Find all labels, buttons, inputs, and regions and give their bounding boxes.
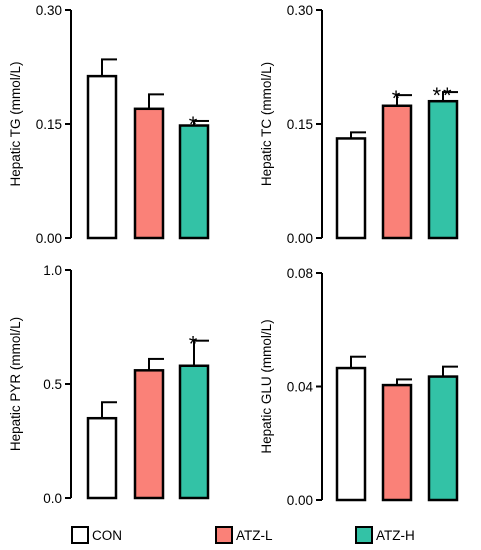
y-tick-label: 0.30 [36, 3, 62, 18]
y-tick-label: 0.00 [287, 231, 313, 246]
bar-atz-h [427, 375, 459, 502]
y-tick-label: 0.15 [36, 117, 62, 132]
bar-con [335, 137, 367, 240]
y-axis-label: Hepatic GLU (mmol/L) [259, 319, 274, 453]
chart-panel-4: 0.00 0.04 0.08 Hepatic GLU (mmol/L) [259, 266, 459, 508]
bar-atz-l [381, 104, 413, 240]
y-tick-label: 0.5 [43, 377, 62, 392]
bar-atz-l [381, 383, 413, 502]
y-axis-label: Hepatic TC (mmol/L) [259, 62, 274, 186]
legend-swatch [71, 526, 89, 544]
y-tick-label: 0.04 [287, 380, 314, 395]
legend-label: CON [92, 528, 122, 543]
y-tick-label: 0.00 [287, 493, 313, 508]
y-tick-label: 1.0 [43, 263, 62, 278]
bar-atz-l [133, 107, 165, 240]
significance-marker: * [392, 86, 403, 111]
bar-con [86, 416, 118, 500]
legend-swatch [215, 526, 233, 544]
bar-atz-l [133, 369, 165, 500]
legend-item-con: CON [71, 526, 122, 544]
significance-marker: * [189, 332, 200, 357]
chart-panel-3: 0.0 0.5 1.0 Hepatic PYR (mmol/L) * [8, 263, 210, 506]
y-tick-label: 0.00 [36, 231, 62, 246]
y-tick-label: 0.08 [287, 266, 313, 281]
legend: CON ATZ-L ATZ-H [71, 526, 415, 544]
legend-item-atz-h: ATZ-H [355, 526, 415, 544]
bar-con [86, 74, 118, 240]
bar-atz-h [178, 124, 210, 240]
y-axis-label: Hepatic TG (mmol/L) [8, 61, 23, 186]
legend-item-atz-l: ATZ-L [215, 526, 273, 544]
chart-panels: 0.00 0.15 0.30 Hepatic TG (mmol/L) * 0.00 0.15… [8, 3, 459, 508]
y-axis-label: Hepatic PYR (mmol/L) [8, 317, 23, 451]
significance-marker: * [189, 112, 200, 137]
legend-label: ATZ-H [376, 528, 415, 543]
y-tick-label: 0.0 [43, 491, 62, 506]
chart-panel-1: 0.00 0.15 0.30 Hepatic TG (mmol/L) * [8, 3, 210, 246]
y-tick-label: 0.30 [287, 3, 313, 18]
bar-atz-h [178, 364, 210, 500]
significance-marker: ** [432, 83, 453, 108]
bar-atz-h [427, 99, 459, 240]
legend-label: ATZ-L [236, 528, 273, 543]
legend-swatch [355, 526, 373, 544]
y-tick-label: 0.15 [287, 117, 313, 132]
bar-con [335, 366, 367, 502]
